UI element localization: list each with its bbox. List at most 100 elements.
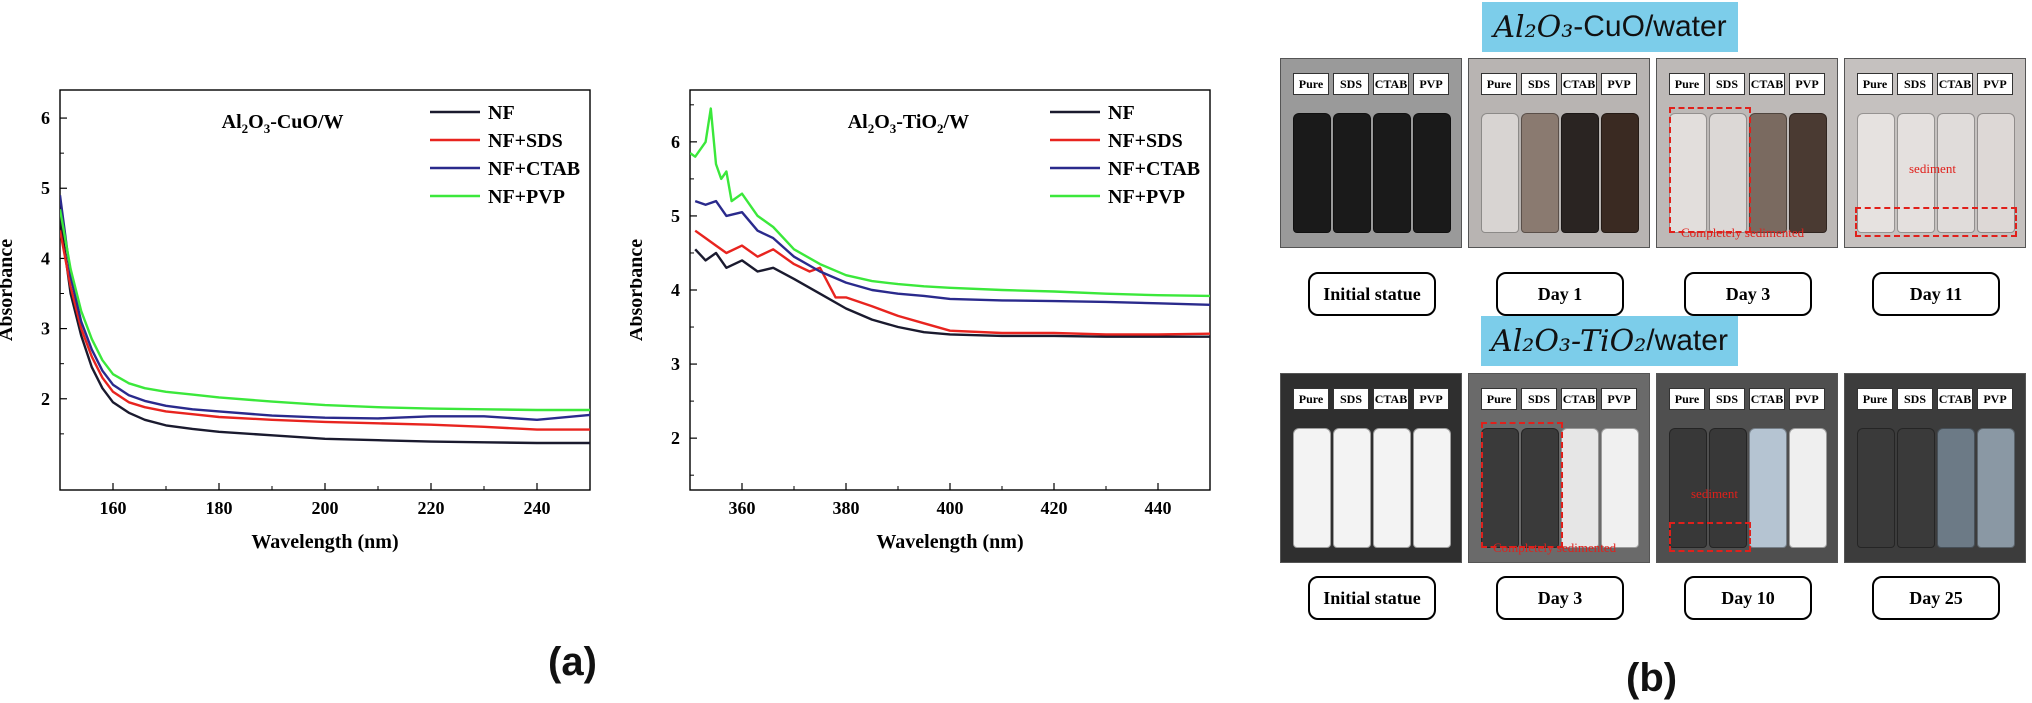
legend-label: NF [488,102,515,124]
x-tick-label: 240 [524,498,551,518]
series-line-nf-ctab [694,199,1210,306]
x-axis-label: Wavelength (nm) [251,531,398,553]
bottle-label: Pure [1481,73,1517,95]
bottle [1293,113,1331,233]
sample-photo: Pure SDS CTAB PVP [1280,58,1462,248]
series-line-nf [60,216,590,445]
bottle-label: SDS [1897,388,1933,410]
stage-label: Day 3 [1496,576,1624,620]
bottle-label: SDS [1333,73,1369,95]
y-tick-label: 2 [671,428,680,448]
bottle [1857,428,1895,548]
legend-label: NF+CTAB [1108,158,1200,180]
bottle [1709,428,1747,548]
bottle [1897,428,1935,548]
bottle [1977,428,2015,548]
bottle-label: Pure [1293,388,1329,410]
bottle [1521,428,1559,548]
panel-b-label: (b) [1626,656,1678,700]
legend-label: NF+PVP [488,186,565,208]
x-axis-label: Wavelength (nm) [876,531,1023,553]
sample-photo: Pure SDS CTAB PVP Completely sedimented [1468,373,1650,563]
bottle [1857,113,1895,233]
group-banner: Al₂O₃ -CuO/water [1482,2,1738,52]
sediment-box [1669,522,1751,552]
completely-sedimented-label: Completely sedimented [1681,225,1805,240]
bottle [1789,428,1827,548]
bottle-label: PVP [1977,388,2013,410]
absorbance-chart-cuo: 160 180 200 220 240 2 3 4 5 6 Wavelength (nm) Absor… [0,89,591,553]
series-line-nf-sds [60,230,590,431]
stage-label: Day 25 [1872,576,2000,620]
legend-label: NF+SDS [488,130,563,152]
sample-photo: Pure SDS CTAB PVP sediment [1844,58,2026,248]
bottle [1481,428,1519,548]
bottle-label: SDS [1897,73,1933,95]
group-banner: Al₂O₃-TiO₂/water [1481,316,1738,366]
bottle-label: SDS [1333,388,1369,410]
bottle [1293,428,1331,548]
y-axis-label: Absorbance [630,239,647,341]
y-tick-label: 2 [41,389,50,409]
sample-photo: Pure SDS CTAB PVP [1468,58,1650,248]
completely-sedimented-label: Completely sedimented [1493,540,1617,555]
bottle [1561,428,1599,548]
banner-suffix: /water [1646,324,1728,357]
bottle [1373,113,1411,233]
series-line-nf-sds [694,229,1210,336]
bottle [1561,113,1599,233]
bottle-label: Pure [1669,388,1705,410]
stage-label: Day 1 [1496,272,1624,316]
legend-label: NF+SDS [1108,130,1183,152]
stage-label: Initial statue [1308,272,1436,316]
sediment-label: sediment [1691,486,1738,501]
bottle [1373,428,1411,548]
bottle-label: CTAB [1749,73,1785,95]
bottle-label: PVP [1601,73,1637,95]
bottle [1977,113,2015,233]
sediment-label: sediment [1909,161,1956,176]
banner-suffix: -CuO/water [1573,10,1727,43]
x-tick-label: 220 [418,498,445,518]
bottle [1481,113,1519,233]
bottle-label: SDS [1521,73,1557,95]
y-tick-label: 5 [41,178,50,198]
bottle [1413,113,1451,233]
bottle-label: CTAB [1749,388,1785,410]
bottle [1897,113,1935,233]
x-tick-label: 440 [1145,498,1172,518]
bottle-label: PVP [1789,388,1825,410]
x-tick-label: 180 [206,498,233,518]
bottle-label: CTAB [1937,73,1973,95]
absorbance-chart-tio2: 360 380 400 420 440 2 3 4 5 6 Wavelength (nm) Absor… [630,89,1211,553]
bottle [1601,428,1639,548]
y-tick-label: 4 [41,248,50,268]
chart-annotation: Al2O3-TiO2/W [848,111,969,136]
sample-photo: Pure SDS CTAB PVP [1280,373,1462,563]
bottle-label: Pure [1293,73,1329,95]
stage-label: Day 10 [1684,576,1812,620]
legend-label: NF+PVP [1108,186,1185,208]
bottle-label: SDS [1709,73,1745,95]
x-tick-label: 400 [937,498,964,518]
bottle-label: CTAB [1937,388,1973,410]
x-tick-label: 360 [729,498,756,518]
legend-label: NF [1108,102,1135,124]
bottle-label: CTAB [1373,388,1409,410]
y-tick-label: 4 [671,280,680,300]
bottle-label: PVP [1789,73,1825,95]
bottle [1669,113,1707,233]
bottle [1937,428,1975,548]
bottle-label: Pure [1857,388,1893,410]
bottle-label: Pure [1481,388,1517,410]
y-axis-label: Absorbance [0,239,17,341]
bottle [1749,113,1787,233]
bottle [1669,428,1707,548]
bottle-label: SDS [1709,388,1745,410]
stage-label: Initial statue [1308,576,1436,620]
bottle-label: PVP [1601,388,1637,410]
bottle-label: CTAB [1561,73,1597,95]
series-line-nf-pvp [690,107,1210,298]
